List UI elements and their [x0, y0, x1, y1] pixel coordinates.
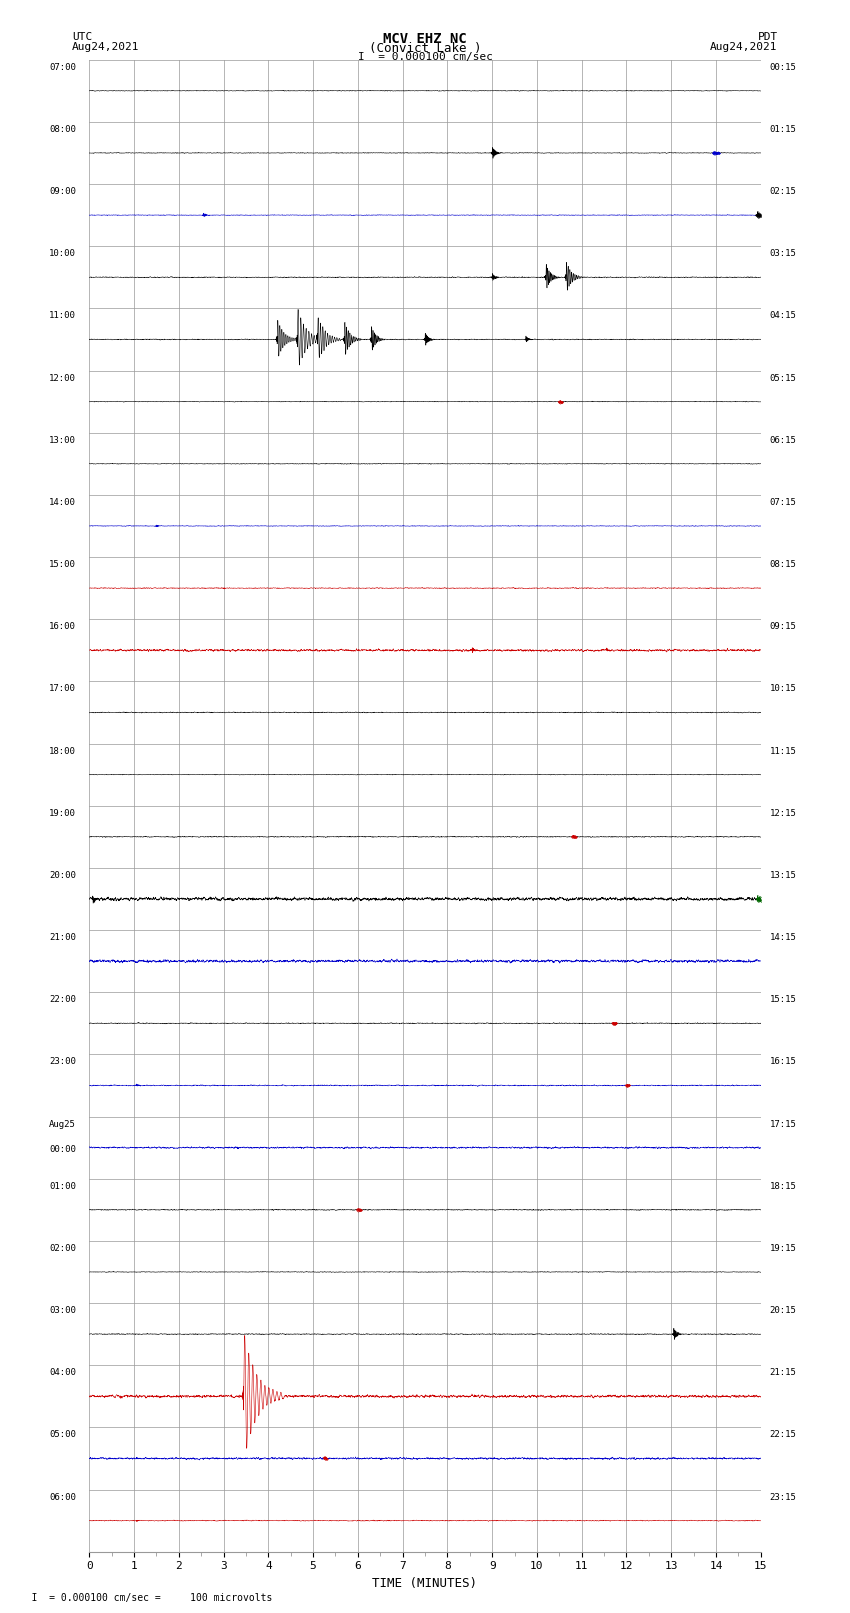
- Text: 14:15: 14:15: [770, 934, 796, 942]
- Text: 07:15: 07:15: [770, 498, 796, 506]
- Text: 19:00: 19:00: [49, 808, 76, 818]
- Text: 07:00: 07:00: [49, 63, 76, 73]
- Text: 05:00: 05:00: [49, 1431, 76, 1439]
- Text: 02:00: 02:00: [49, 1244, 76, 1253]
- Text: UTC: UTC: [72, 32, 93, 42]
- Text: 00:00: 00:00: [49, 1145, 76, 1153]
- Text: 15:00: 15:00: [49, 560, 76, 569]
- Text: 13:00: 13:00: [49, 436, 76, 445]
- Text: 06:00: 06:00: [49, 1492, 76, 1502]
- Text: 16:00: 16:00: [49, 623, 76, 631]
- X-axis label: TIME (MINUTES): TIME (MINUTES): [372, 1578, 478, 1590]
- Text: 04:00: 04:00: [49, 1368, 76, 1378]
- Text: Aug25: Aug25: [49, 1119, 76, 1129]
- Text: 02:15: 02:15: [770, 187, 796, 197]
- Text: 06:15: 06:15: [770, 436, 796, 445]
- Text: 05:15: 05:15: [770, 374, 796, 382]
- Text: 00:15: 00:15: [770, 63, 796, 73]
- Text: 08:00: 08:00: [49, 124, 76, 134]
- Text: 13:15: 13:15: [770, 871, 796, 881]
- Text: 16:15: 16:15: [770, 1058, 796, 1066]
- Text: 09:15: 09:15: [770, 623, 796, 631]
- Text: PDT: PDT: [757, 32, 778, 42]
- Text: 10:15: 10:15: [770, 684, 796, 694]
- Text: 21:15: 21:15: [770, 1368, 796, 1378]
- Text: 11:00: 11:00: [49, 311, 76, 321]
- Text: 03:15: 03:15: [770, 250, 796, 258]
- Text: 18:15: 18:15: [770, 1182, 796, 1190]
- Text: 20:00: 20:00: [49, 871, 76, 881]
- Text: 14:00: 14:00: [49, 498, 76, 506]
- Text: 09:00: 09:00: [49, 187, 76, 197]
- Text: 22:00: 22:00: [49, 995, 76, 1005]
- Text: 18:00: 18:00: [49, 747, 76, 755]
- Text: 08:15: 08:15: [770, 560, 796, 569]
- Text: 19:15: 19:15: [770, 1244, 796, 1253]
- Text: Aug24,2021: Aug24,2021: [711, 42, 778, 52]
- Text: 12:00: 12:00: [49, 374, 76, 382]
- Text: 20:15: 20:15: [770, 1307, 796, 1315]
- Text: 17:00: 17:00: [49, 684, 76, 694]
- Text: Aug24,2021: Aug24,2021: [72, 42, 139, 52]
- Text: 22:15: 22:15: [770, 1431, 796, 1439]
- Text: 11:15: 11:15: [770, 747, 796, 755]
- Text: I  = 0.000100 cm/sec =     100 microvolts: I = 0.000100 cm/sec = 100 microvolts: [8, 1594, 273, 1603]
- Text: 12:15: 12:15: [770, 808, 796, 818]
- Text: 21:00: 21:00: [49, 934, 76, 942]
- Text: 23:00: 23:00: [49, 1058, 76, 1066]
- Text: 03:00: 03:00: [49, 1307, 76, 1315]
- Text: 04:15: 04:15: [770, 311, 796, 321]
- Text: I  = 0.000100 cm/sec: I = 0.000100 cm/sec: [358, 52, 492, 61]
- Text: 23:15: 23:15: [770, 1492, 796, 1502]
- Text: (Convict Lake ): (Convict Lake ): [369, 42, 481, 55]
- Text: MCV EHZ NC: MCV EHZ NC: [383, 32, 467, 47]
- Text: 01:00: 01:00: [49, 1182, 76, 1190]
- Text: 10:00: 10:00: [49, 250, 76, 258]
- Text: 17:15: 17:15: [770, 1119, 796, 1129]
- Text: 15:15: 15:15: [770, 995, 796, 1005]
- Text: 01:15: 01:15: [770, 124, 796, 134]
